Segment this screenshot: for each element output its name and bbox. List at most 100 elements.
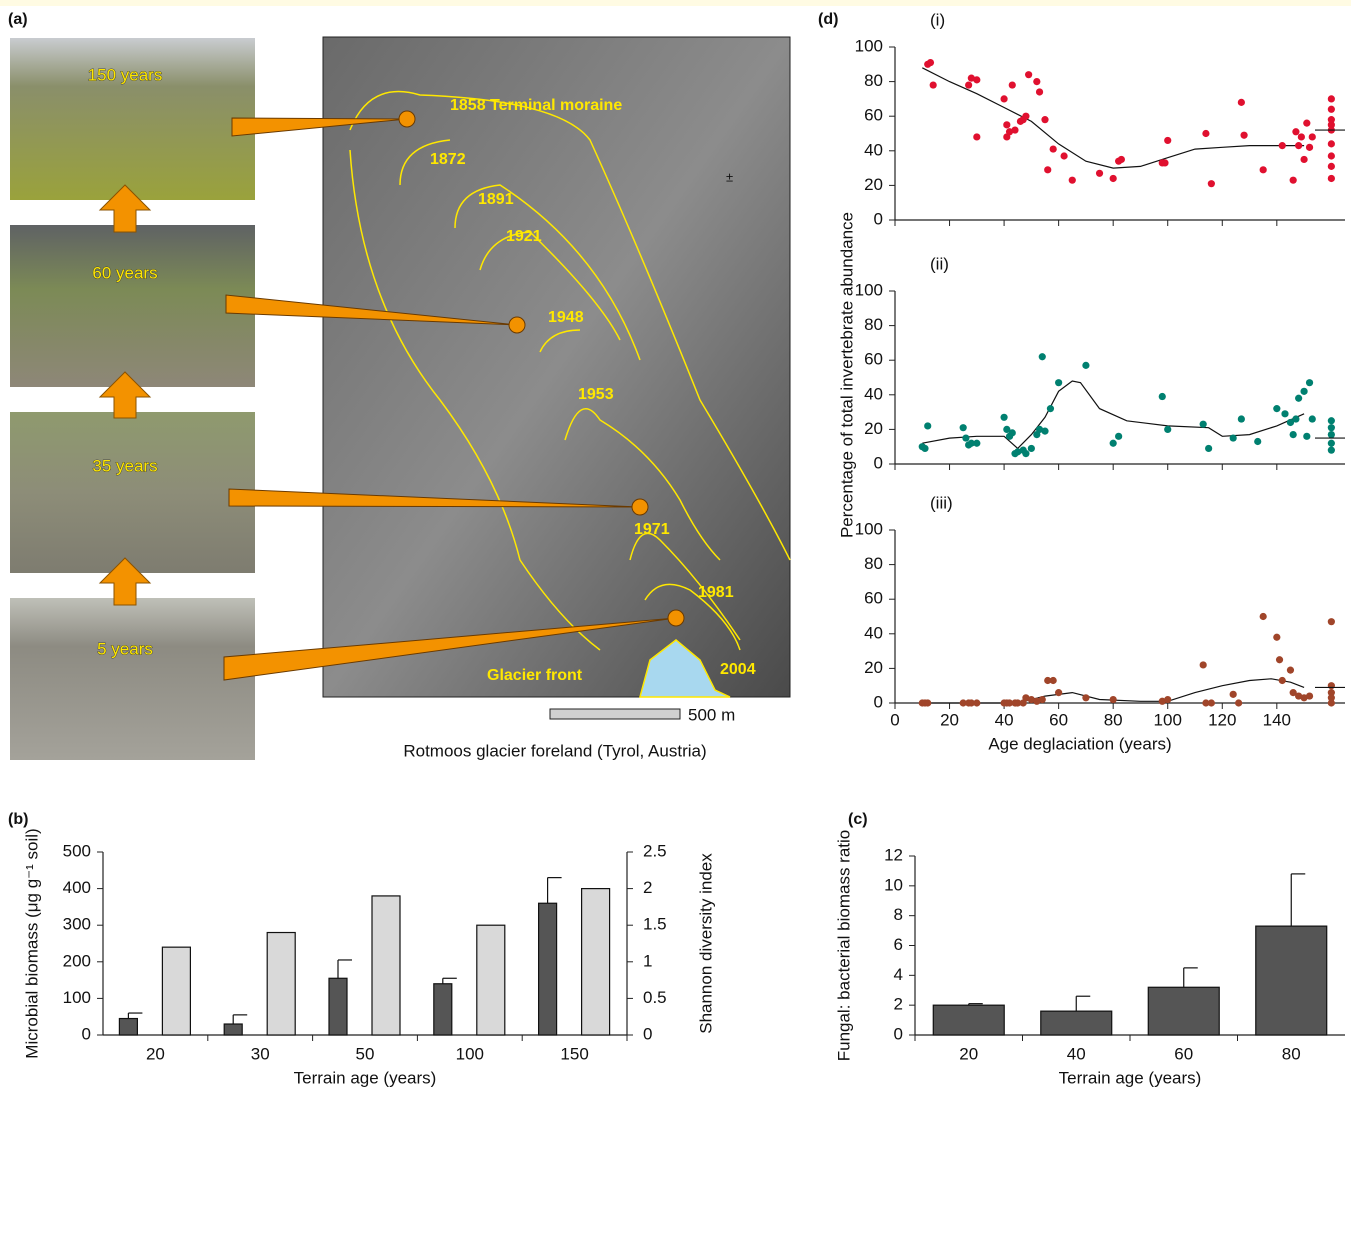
arrows: [98, 184, 152, 606]
fit-line: [922, 380, 1305, 450]
point: [1300, 155, 1308, 164]
point: [1027, 695, 1035, 704]
point: [1327, 140, 1335, 148]
x-tick-label: 150: [560, 1044, 588, 1063]
x-axis-label: Terrain age (years): [294, 1068, 437, 1087]
site-marker: [631, 498, 649, 516]
photo: [10, 412, 255, 573]
point: [1275, 656, 1284, 664]
aerial-map: [322, 36, 791, 698]
point: [1199, 420, 1207, 428]
point: [1286, 418, 1295, 427]
point: [926, 58, 935, 67]
point: [1207, 180, 1215, 188]
panel-label: (b): [8, 811, 28, 828]
y-tick-label: 0: [82, 1024, 91, 1043]
point: [1011, 126, 1019, 134]
point: [1305, 143, 1314, 151]
x-tick-label: 120: [1208, 710, 1236, 729]
point: [1038, 353, 1046, 361]
bar: [433, 983, 453, 1036]
y-tick-label: 60: [864, 106, 883, 125]
point: [1038, 695, 1046, 704]
x-tick-label: 60: [1174, 1044, 1193, 1063]
point: [1327, 174, 1335, 183]
panel-label: (c): [848, 811, 868, 828]
point: [1305, 692, 1314, 700]
point: [1005, 699, 1014, 707]
y-tick-label: 200: [63, 951, 91, 970]
y-tick-label: 60: [864, 589, 883, 608]
map-caption: Rotmoos glacier foreland (Tyrol, Austria…: [403, 741, 706, 760]
point: [1327, 95, 1335, 103]
map-label: 1948: [548, 309, 584, 326]
point: [1273, 405, 1281, 413]
y-tick-label: 40: [864, 140, 883, 159]
bar: [1147, 986, 1220, 1036]
point: [1327, 618, 1335, 626]
point: [1305, 379, 1314, 387]
site-marker: [508, 316, 526, 334]
bar: [1255, 925, 1328, 1036]
x-tick-label: 80: [1282, 1044, 1301, 1063]
point: [1022, 450, 1030, 458]
bar: [371, 895, 401, 1036]
point: [973, 699, 981, 707]
point: [1300, 694, 1308, 702]
map-label: 1953: [578, 386, 614, 403]
moraine-line: [629, 532, 741, 641]
x-tick-label: 0: [890, 710, 899, 729]
glacier: [639, 639, 731, 698]
point: [1117, 155, 1125, 164]
moraine-line: [454, 184, 641, 361]
x-tick-label: 50: [356, 1044, 375, 1063]
point: [1095, 169, 1104, 177]
y-tick-label: 0.5: [643, 988, 667, 1007]
point: [1068, 176, 1076, 184]
point: [973, 76, 981, 84]
y-tick-label: 2: [894, 995, 903, 1014]
bar: [161, 946, 191, 1036]
point: [959, 699, 967, 707]
point: [967, 439, 975, 447]
callout: [223, 617, 677, 681]
y-tick-label: 1.5: [643, 915, 667, 934]
y-axis-label: Microbial biomass (μg g⁻¹ soil): [22, 828, 41, 1058]
photo: [10, 38, 255, 200]
y-tick-label: 100: [63, 988, 91, 1007]
point: [1327, 424, 1335, 432]
point: [1229, 434, 1237, 442]
y-tick-label: 100: [855, 36, 883, 55]
y-tick-label: 300: [63, 915, 91, 934]
point: [1115, 432, 1123, 440]
point: [1327, 162, 1335, 170]
bar: [266, 931, 296, 1036]
y-tick-label: 0: [874, 453, 883, 472]
y-tick-label: 80: [864, 315, 883, 334]
x-axis-label: Age deglaciation (years): [988, 734, 1171, 753]
point: [1289, 176, 1297, 184]
point: [1327, 682, 1335, 690]
subplot-label: (ii): [930, 254, 949, 273]
photo: [10, 598, 255, 760]
y-tick-label: 0: [874, 209, 883, 228]
point: [1286, 666, 1295, 674]
y-tick-label: 0: [643, 1024, 652, 1043]
point: [1060, 152, 1068, 160]
site-marker: [398, 110, 416, 128]
point: [1327, 699, 1335, 707]
map-label: 1872: [430, 151, 466, 168]
arrow: [98, 557, 152, 606]
point: [1025, 71, 1033, 79]
y-tick-label: 20: [864, 419, 883, 438]
x-tick-label: 80: [1104, 710, 1123, 729]
x-tick-label: 20: [146, 1044, 165, 1063]
map-label: 1971: [634, 521, 670, 538]
point: [1022, 112, 1030, 120]
y-tick-label: 4: [894, 965, 903, 984]
point: [929, 81, 937, 89]
point: [1049, 145, 1057, 153]
point: [1000, 95, 1008, 103]
x-tick-label: 100: [1154, 710, 1182, 729]
y-tick-label: 6: [894, 935, 903, 954]
